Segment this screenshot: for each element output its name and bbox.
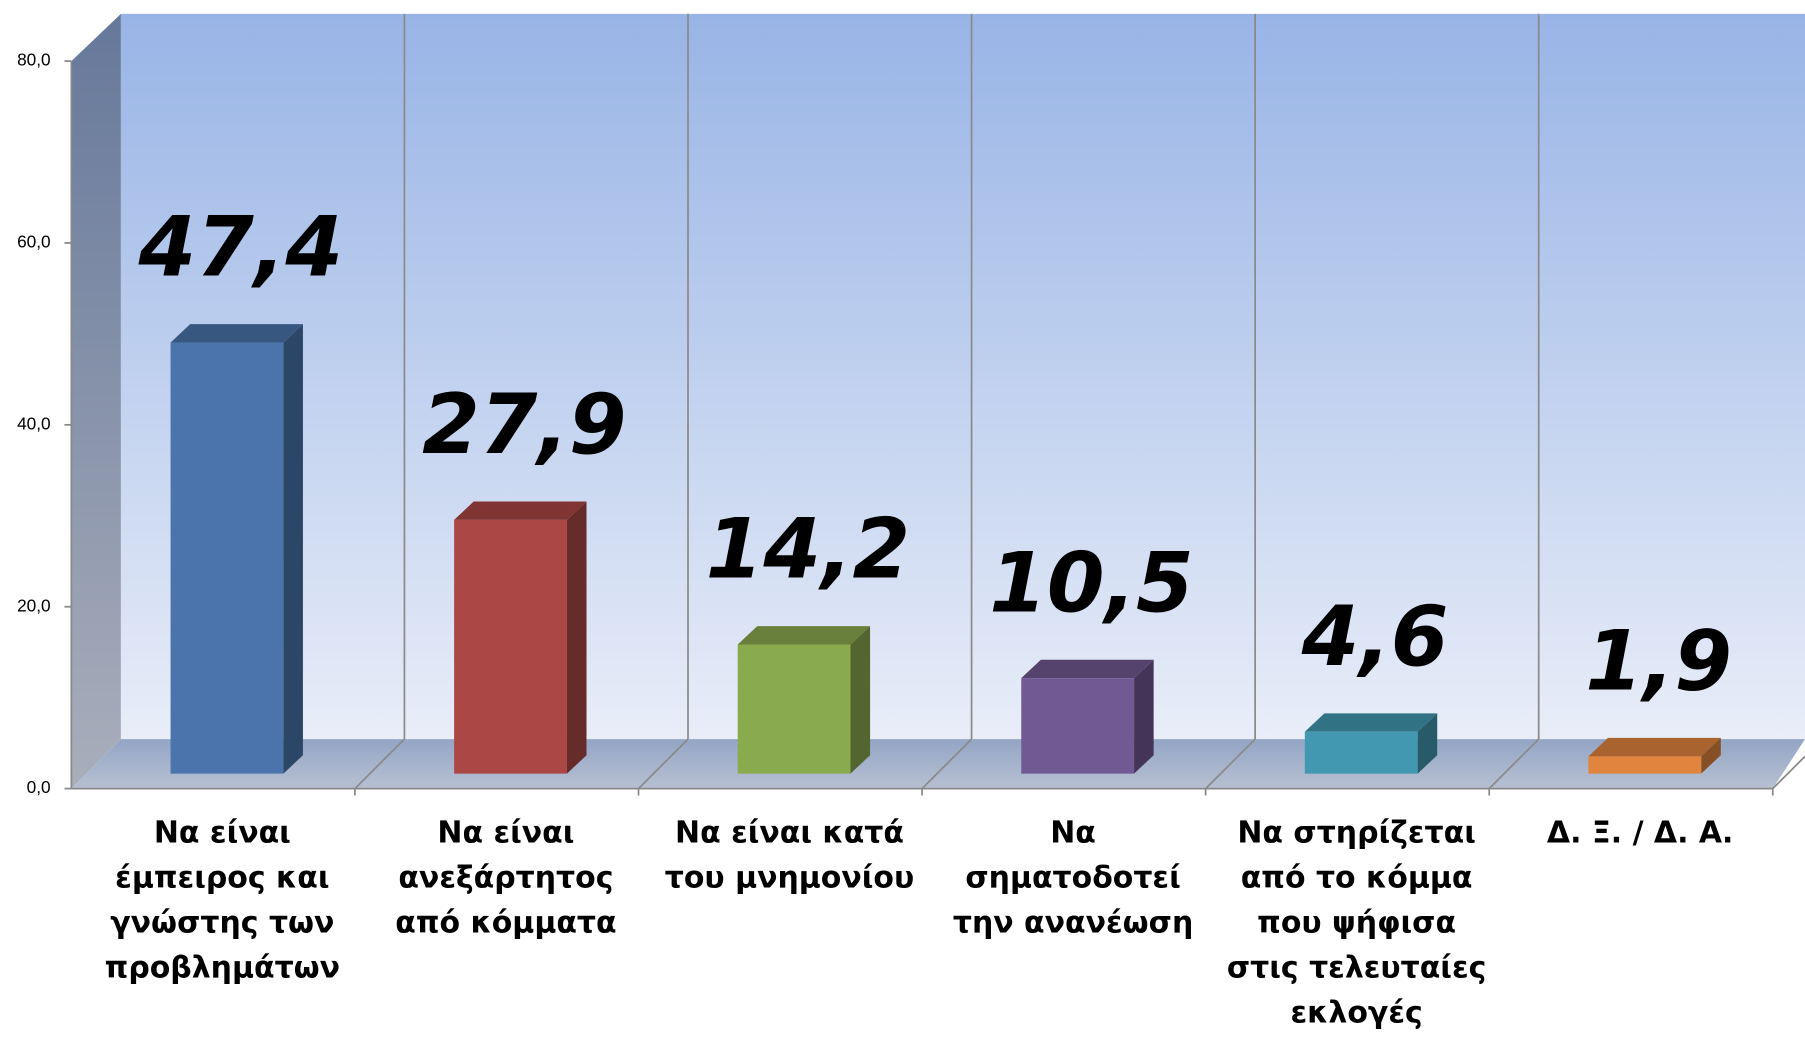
- value-label: 10,5: [989, 534, 1193, 631]
- bar-side: [283, 324, 303, 774]
- y-tick-label: 0,0: [27, 777, 51, 797]
- bar: [1304, 731, 1418, 774]
- x-label-box: Να είναι έμπειρος και γνώστης των προβλη…: [104, 816, 341, 986]
- floor-divider: [637, 738, 689, 790]
- x-label-box: Να είναι κατά του μνημονίου: [664, 816, 915, 896]
- x-tick-label: Να είναι έμπειρος και γνώστης των προβλη…: [104, 816, 341, 986]
- x-tick-label: Δ. Ξ. / Δ. Α.: [1546, 816, 1734, 851]
- bar-top: [1021, 659, 1154, 679]
- bar: [737, 644, 851, 774]
- x-label-box: Δ. Ξ. / Δ. Α.: [1546, 816, 1734, 851]
- x-tick-label: Να στηρίζεται από το κόμμα που ψήφισα στ…: [1226, 816, 1487, 1031]
- y-tick-label: 40,0: [17, 413, 51, 433]
- floor-divider: [1205, 738, 1256, 790]
- bar-group: [1588, 737, 1721, 774]
- value-label: 47,4: [138, 199, 343, 296]
- floor-divider: [354, 738, 406, 790]
- bar-group: [737, 626, 871, 774]
- x-label-box: Να είναι ανεξάρτητος από κόμματα: [395, 816, 617, 941]
- bar: [170, 342, 284, 774]
- bar-group: [1021, 659, 1154, 774]
- bar-side: [566, 501, 587, 774]
- x-label-box: Να σηματοδοτεί την ανανέωση: [952, 816, 1194, 941]
- value-label: 1,9: [1585, 612, 1732, 709]
- bar-top: [1588, 737, 1721, 757]
- bar-side: [850, 626, 871, 774]
- floor-divider: [921, 738, 973, 790]
- bar-group: [454, 501, 587, 774]
- bar-top: [170, 324, 303, 343]
- bar: [454, 519, 567, 774]
- floor-divider: [1772, 755, 1805, 790]
- y-tick-label: 80,0: [17, 50, 51, 70]
- bar-top: [1304, 713, 1438, 732]
- back-wall: [120, 13, 1805, 740]
- y-tick-label: 20,0: [17, 595, 51, 615]
- bar-side: [1417, 713, 1438, 774]
- bar: [1588, 756, 1702, 774]
- value-label: 14,2: [706, 501, 910, 598]
- bar-group: [170, 324, 303, 774]
- bar: [1021, 678, 1135, 774]
- bar-top: [737, 626, 871, 645]
- x-tick-label: Να είναι κατά του μνημονίου: [664, 816, 915, 896]
- value-label: 4,6: [1301, 588, 1449, 685]
- x-tick-label: Να είναι ανεξάρτητος από κόμματα: [395, 816, 617, 941]
- floor: [71, 739, 1805, 789]
- floor-divider: [1488, 738, 1540, 790]
- y-tick-label: 60,0: [17, 232, 51, 252]
- bar-top: [454, 501, 587, 520]
- value-label: 27,9: [422, 376, 626, 473]
- x-label-box: Να στηρίζεται από το κόμμα που ψήφισα στ…: [1226, 816, 1487, 1031]
- bar-group: [1304, 713, 1438, 774]
- bar-side: [1701, 737, 1721, 774]
- bar-side: [1134, 659, 1154, 774]
- side-wall: [71, 13, 121, 789]
- x-tick-label: Να σηματοδοτεί την ανανέωση: [952, 816, 1194, 941]
